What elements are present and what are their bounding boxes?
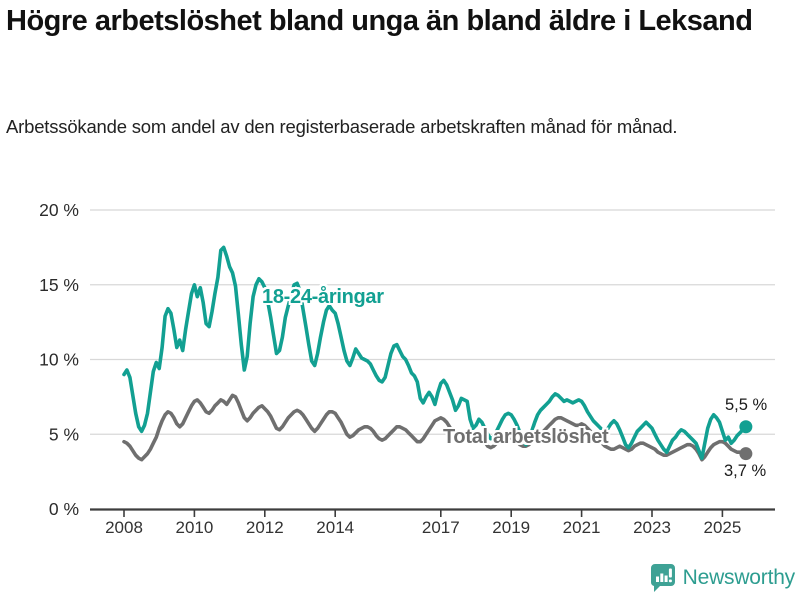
newsworthy-icon <box>650 564 675 592</box>
svg-text:2025: 2025 <box>703 518 741 537</box>
svg-text:2008: 2008 <box>105 518 143 537</box>
svg-text:10 %: 10 % <box>39 350 79 370</box>
svg-text:2021: 2021 <box>563 518 601 537</box>
svg-text:2017: 2017 <box>422 518 460 537</box>
svg-text:15 %: 15 % <box>39 275 79 295</box>
svg-text:20 %: 20 % <box>39 200 79 220</box>
series-label-youth: 18-24-åringar <box>262 286 384 308</box>
newsworthy-wordmark: Newsworthy <box>682 565 796 589</box>
svg-text:5 %: 5 % <box>49 424 79 444</box>
end-value-youth: 5,5 % <box>725 396 768 414</box>
series-label-total: Total arbetslöshet <box>443 426 609 448</box>
svg-text:2010: 2010 <box>175 518 213 537</box>
end-value-total: 3,7 % <box>724 462 767 480</box>
page-title: Högre arbetslöshet bland unga än bland ä… <box>6 5 753 37</box>
svg-text:2019: 2019 <box>492 518 530 537</box>
chart-subtitle: Arbetssökande som andel av den registerb… <box>6 116 678 137</box>
svg-text:2014: 2014 <box>316 518 354 537</box>
newsworthy-logo: Newsworthy <box>650 563 795 592</box>
svg-text:0 %: 0 % <box>49 499 79 519</box>
svg-text:2023: 2023 <box>633 518 671 537</box>
svg-text:2012: 2012 <box>246 518 284 537</box>
